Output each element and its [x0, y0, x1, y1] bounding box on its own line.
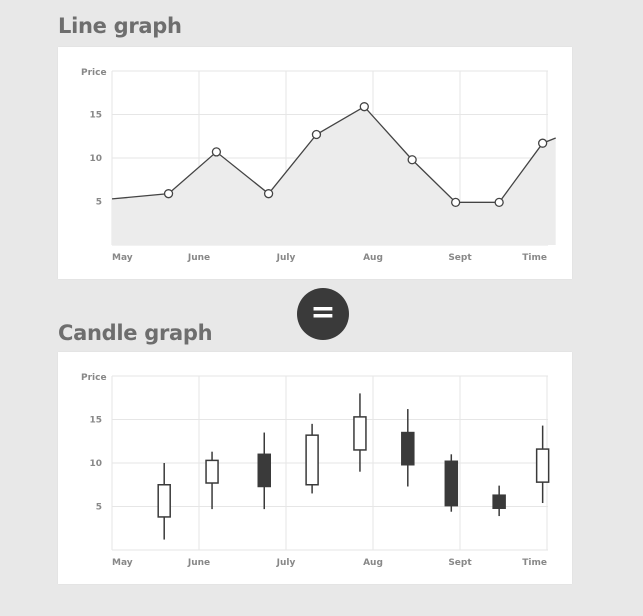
candle-body: [205, 459, 219, 484]
x-tick-label: Aug: [363, 253, 383, 263]
x-tick-label: Time: [522, 558, 547, 568]
candle: [444, 454, 459, 512]
y-tick-label: 15: [89, 416, 102, 426]
candle: [257, 432, 271, 510]
data-point: [494, 197, 504, 208]
y-tick-label: 10: [89, 154, 102, 164]
y-tick-label: 5: [96, 503, 102, 513]
candle-graph-title: Candle graph: [58, 321, 213, 345]
x-tick-label: May: [112, 253, 133, 263]
candle: [353, 393, 367, 472]
x-tick-label: Sept: [448, 253, 472, 263]
data-point: [407, 155, 417, 165]
candle: [305, 423, 319, 494]
x-tick-label: Time: [522, 253, 547, 263]
data-point: [537, 138, 548, 148]
y-tick-label: 5: [96, 198, 102, 208]
candle: [535, 425, 550, 504]
data-point: [359, 102, 369, 112]
y-tick-label: 10: [89, 459, 102, 469]
x-tick-label: Aug: [363, 558, 383, 568]
data-point: [311, 129, 322, 140]
x-tick-label: June: [187, 558, 210, 568]
candle-body: [401, 431, 415, 466]
area-fill: [112, 106, 556, 245]
data-point: [211, 147, 222, 157]
candle-body: [444, 460, 459, 507]
candle: [492, 485, 506, 517]
candle-graph-chart: Price 5 10 15 May June July Aug Sept Time: [81, 373, 550, 568]
candle-body: [353, 416, 367, 451]
equals-badge: =: [297, 288, 349, 340]
x-tick-label: July: [276, 558, 296, 568]
y-tick-label: 15: [89, 111, 102, 121]
candle-body: [157, 484, 171, 518]
x-tick-label: June: [187, 253, 210, 263]
candle: [205, 451, 219, 510]
y-axis-label: Price: [81, 68, 107, 78]
data-point: [263, 189, 274, 199]
line-graph-title: Line graph: [58, 14, 182, 38]
line-graph-panel: Price 5 10 15 May June July Aug Sept Time: [58, 47, 572, 279]
candle-body: [305, 434, 319, 486]
candle-graph-panel: Price 5 10 15 May June July Aug Sept Time: [58, 352, 572, 584]
candle: [401, 409, 415, 487]
x-tick-label: May: [112, 558, 133, 568]
candle-body: [257, 453, 271, 488]
line-graph-chart: Price 5 10 15 May June July Aug Sept Time: [81, 68, 556, 263]
candle-body: [492, 494, 506, 509]
y-axis-label: Price: [81, 373, 107, 383]
candle: [157, 463, 171, 540]
candle-body: [535, 448, 550, 483]
x-tick-label: Sept: [448, 558, 472, 568]
data-point: [450, 197, 461, 208]
data-point: [163, 189, 174, 199]
x-tick-label: July: [276, 253, 296, 263]
